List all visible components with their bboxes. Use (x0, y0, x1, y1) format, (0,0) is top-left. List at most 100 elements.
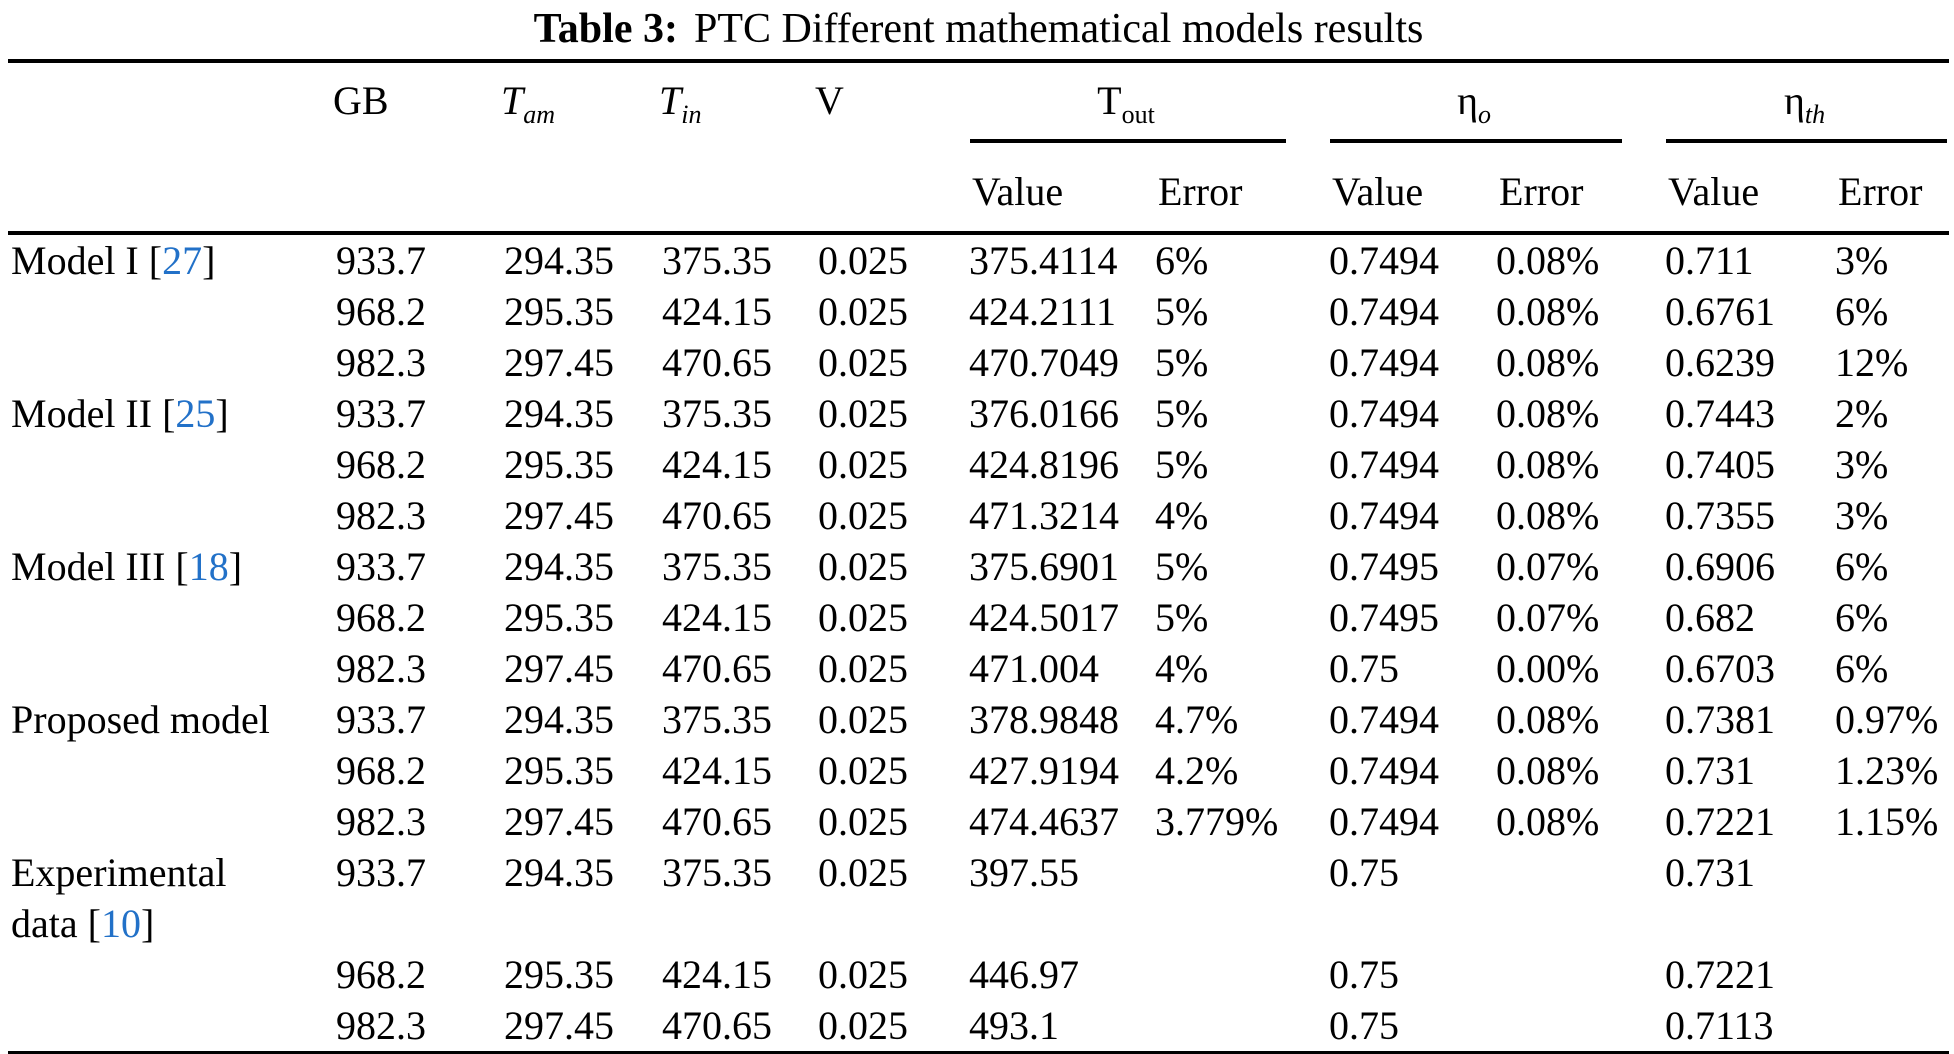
column-header-t-am-text: Tam (501, 78, 556, 129)
t-am-cell: 295.35 (504, 595, 614, 640)
eta-o-value-cell: 0.7494 (1329, 391, 1440, 436)
table-row: 982.3 297.45 470.65 0.025 471.004 4% 0.75 0.00%… (8, 643, 1949, 694)
table-body: Model I [27] 933.7 294.35 375.35 0.025 375.41… (8, 233, 1949, 1054)
v-cell: 0.025 (818, 340, 908, 385)
t-out-error-cell: 5% (1155, 391, 1209, 436)
eta-th-error-cell (1832, 1000, 1949, 1054)
t-in-cell: 470.65 (662, 340, 772, 385)
eta-th-value-cell: 0.711 (1665, 238, 1754, 283)
row-label-cell: Model III [18] (8, 541, 333, 592)
citation-link[interactable]: 10 (100, 901, 141, 946)
t-am-cell: 295.35 (504, 289, 614, 334)
row-label: Model I (11, 238, 139, 283)
eta-th-error-cell: 1.23% (1835, 748, 1939, 793)
table-row: 968.2 295.35 424.15 0.025 424.5017 5% 0.7495 0.… (8, 592, 1949, 643)
row-label-cell (8, 949, 333, 1000)
row-label-cell (8, 439, 333, 490)
eta-o-value-cell: 0.7495 (1329, 595, 1440, 640)
table-row: 968.2 295.35 424.15 0.025 446.97 0.75 0.7221 (8, 949, 1949, 1000)
t-in-cell: 375.35 (662, 544, 772, 589)
citation-link[interactable]: 18 (188, 544, 229, 589)
t-out-error-cell: 4% (1155, 493, 1209, 538)
eta-o-error-cell: 0.08% (1496, 442, 1600, 487)
gb-cell: 982.3 (336, 340, 426, 385)
table-caption-label: Table 3: (533, 6, 678, 52)
table-row: Model III [18] 933.7 294.35 375.35 0.025 375.… (8, 541, 1949, 592)
column-header-v: V (815, 61, 966, 233)
t-am-cell: 297.45 (504, 799, 614, 844)
v-cell: 0.025 (818, 493, 908, 538)
row-label-cell (8, 592, 333, 643)
eta-th-value-cell: 0.731 (1665, 850, 1756, 895)
row-label-cell: Model II [25] (8, 388, 333, 439)
group-header-eta-th: ηth (1662, 61, 1949, 143)
group-underline-eta-th (1666, 139, 1948, 143)
eta-th-error-cell: 6% (1835, 544, 1889, 589)
group-header-eta-o-text: ηo (1457, 78, 1491, 129)
t-out-value-cell: 446.97 (969, 952, 1079, 997)
t-out-error-cell: 4.7% (1155, 697, 1239, 742)
t-out-value-cell: 427.9194 (969, 748, 1119, 793)
t-out-error-cell: 6% (1155, 238, 1209, 283)
column-header-gb-text: GB (333, 78, 389, 123)
row-label-cell (8, 1000, 333, 1054)
eta-th-value-cell: 0.7355 (1665, 493, 1776, 538)
t-in-cell: 375.35 (662, 697, 772, 742)
citation-link[interactable]: 27 (162, 238, 203, 283)
t-out-value-cell: 376.0166 (969, 391, 1119, 436)
t-out-value-cell: 424.8196 (969, 442, 1119, 487)
eta-th-value-cell: 0.731 (1665, 748, 1756, 793)
eta-th-error-cell: 3% (1835, 442, 1889, 487)
eta-o-error-cell (1493, 949, 1662, 1000)
eta-o-value-cell: 0.7494 (1329, 697, 1440, 742)
v-cell: 0.025 (818, 544, 908, 589)
eta-th-error-cell: 12% (1835, 340, 1909, 385)
t-in-cell: 375.35 (662, 238, 772, 283)
subheader-t-out-error: Error (1158, 169, 1243, 214)
table-row: 982.3 297.45 470.65 0.025 470.7049 5% 0.7494 0.… (8, 337, 1949, 388)
row-label-cell: Model I [27] (8, 233, 333, 286)
eta-o-error-cell (1493, 847, 1662, 949)
t-out-value-cell: 470.7049 (969, 340, 1119, 385)
column-header-row-label (8, 61, 333, 233)
v-cell: 0.025 (818, 799, 908, 844)
t-am-cell: 294.35 (504, 697, 614, 742)
eta-th-error-cell: 6% (1835, 595, 1889, 640)
citation-bracket-open: [ (175, 544, 189, 589)
eta-o-error-cell: 0.08% (1496, 391, 1600, 436)
eta-o-value-cell: 0.75 (1329, 646, 1400, 691)
eta-th-error-cell (1832, 847, 1949, 949)
group-underline-eta-o (1330, 139, 1623, 143)
eta-th-value-cell: 0.6239 (1665, 340, 1776, 385)
eta-o-value-cell: 0.7495 (1329, 544, 1440, 589)
eta-o-error-cell: 0.08% (1496, 289, 1600, 334)
eta-o-value-cell: 0.7494 (1329, 442, 1440, 487)
v-cell: 0.025 (818, 1003, 908, 1048)
t-out-error-cell (1152, 847, 1326, 949)
citation-link[interactable]: 25 (175, 391, 216, 436)
eta-o-value-cell: 0.7494 (1329, 340, 1440, 385)
table-caption-text: PTC Different mathematical models result… (693, 6, 1424, 52)
v-cell: 0.025 (818, 238, 908, 283)
row-label-cell (8, 337, 333, 388)
t-am-cell: 297.45 (504, 646, 614, 691)
v-cell: 0.025 (818, 748, 908, 793)
t-am-cell: 294.35 (504, 850, 614, 895)
t-am-cell: 297.45 (504, 1003, 614, 1048)
column-header-v-text: V (815, 78, 844, 123)
t-out-value-cell: 493.1 (969, 1003, 1059, 1048)
row-label: Model III (11, 544, 166, 589)
t-out-value-cell: 474.4637 (969, 799, 1119, 844)
gb-cell: 982.3 (336, 799, 426, 844)
gb-cell: 982.3 (336, 493, 426, 538)
eta-th-error-cell: 3% (1835, 238, 1889, 283)
eta-o-error-cell (1493, 1000, 1662, 1054)
row-label-cell: Proposed model (8, 694, 333, 745)
gb-cell: 933.7 (336, 850, 426, 895)
group-header-eta-th-text: ηth (1783, 78, 1826, 129)
t-out-value-cell: 375.4114 (969, 238, 1118, 283)
eta-o-value-cell: 0.7494 (1329, 799, 1440, 844)
t-out-error-cell: 3.779% (1155, 799, 1279, 844)
row-label-cell: Experimental data [10] (8, 847, 333, 949)
